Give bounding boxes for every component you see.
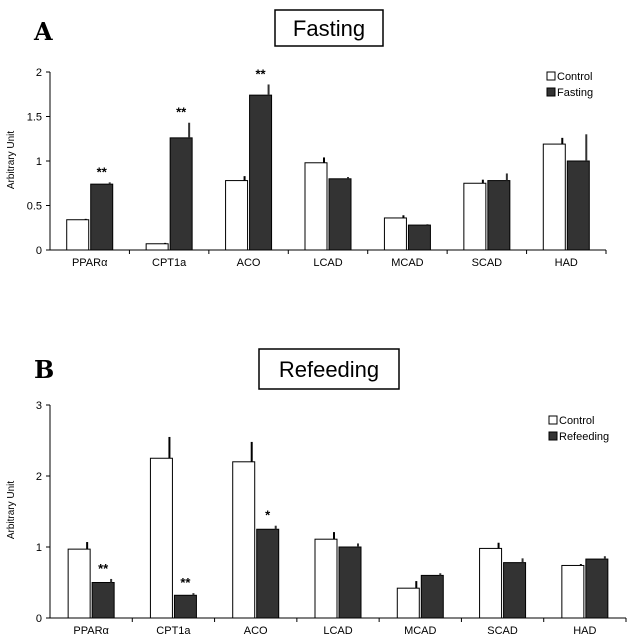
panel-b-bar-refeeding bbox=[420, 574, 444, 619]
panel-a-y-tick-label: 1 bbox=[36, 156, 42, 168]
panel-b-bar-control bbox=[479, 547, 503, 619]
panel-a-legend-swatch bbox=[546, 71, 556, 81]
panel-a-bar-fasting bbox=[328, 178, 352, 251]
panel-b-legend-swatch bbox=[548, 415, 558, 425]
panel-b-title-box bbox=[258, 348, 400, 390]
panel-b-bar-refeeding bbox=[256, 528, 280, 619]
panel-a-significance-mark: ** bbox=[97, 164, 108, 179]
panel-a-y-tick-label: 0.5 bbox=[27, 201, 42, 213]
panel-b-legend-swatch bbox=[548, 431, 558, 441]
panel-a-bar-control bbox=[542, 143, 566, 251]
panel-a-bar-control bbox=[463, 182, 487, 251]
panel-b-bar-control bbox=[561, 564, 585, 619]
panel-b-significance-mark: * bbox=[265, 508, 271, 523]
panel-a-bar-control bbox=[145, 243, 169, 251]
panel-b-letter: B bbox=[34, 355, 54, 384]
panel-b-title: Refeeding bbox=[279, 357, 379, 382]
panel-b-legend-label: Control bbox=[559, 415, 594, 427]
panel-b: B Refeeding Arbitrary Unit 0 1 2 3 PPARα ** CP… bbox=[6, 348, 627, 637]
panel-b-y-tick-label: 3 bbox=[36, 400, 42, 412]
panel-a-bar-fasting bbox=[407, 224, 431, 251]
panel-a-bar-fasting bbox=[487, 180, 511, 251]
panel-b-category-label: LCAD bbox=[323, 625, 352, 637]
panel-a-category-label: CPT1a bbox=[152, 257, 187, 269]
panel-a-y-tick-label: 2 bbox=[36, 67, 42, 79]
panel-b-category-label: PPARα bbox=[73, 625, 109, 637]
panel-b-significance-mark: ** bbox=[98, 561, 109, 576]
panel-a-bar-control bbox=[304, 162, 328, 251]
panel-a-y-axis-label: Arbitrary Unit bbox=[6, 131, 17, 190]
panel-a-significance-mark: ** bbox=[256, 66, 267, 81]
panel-b-bar-control bbox=[314, 538, 338, 619]
panel-b-bar-control bbox=[149, 457, 173, 619]
panel-a-legend-label: Fasting bbox=[557, 87, 593, 99]
panel-a-y-tick-label: 0 bbox=[36, 245, 42, 257]
panel-b-bar-refeeding bbox=[503, 562, 527, 619]
panel-b-significance-mark: ** bbox=[180, 575, 191, 590]
panel-a-category-label: PPARα bbox=[72, 257, 108, 269]
panel-a-bar-fasting bbox=[90, 183, 114, 251]
panel-b-category-label: CPT1a bbox=[156, 625, 191, 637]
panel-a-title: Fasting bbox=[293, 16, 365, 41]
panel-a-category-label: ACO bbox=[237, 257, 261, 269]
panel-b-bar-control bbox=[396, 587, 420, 619]
panel-b-bar-refeeding bbox=[338, 546, 362, 619]
panel-b-category-label: ACO bbox=[244, 625, 268, 637]
panel-b-category-label: HAD bbox=[573, 625, 596, 637]
panel-a-bar-control bbox=[383, 217, 407, 251]
panel-b-bar-refeeding bbox=[91, 582, 115, 619]
panel-b-category-label: SCAD bbox=[487, 625, 518, 637]
panel-b-category-label: MCAD bbox=[404, 625, 436, 637]
panel-b-bar-control bbox=[232, 461, 256, 619]
panel-b-legend-label: Refeeding bbox=[559, 431, 609, 443]
panel-a-category-label: MCAD bbox=[391, 257, 423, 269]
panel-b-bar-refeeding bbox=[585, 558, 609, 619]
panel-a-category-label: SCAD bbox=[472, 257, 503, 269]
panel-a-title-box bbox=[274, 9, 384, 47]
panel-a-bar-fasting bbox=[249, 94, 273, 251]
panel-a-plot: 0 0.5 1 1.5 2 PPARα ** CPT1a ** ACO ** LCAD MCAD SCAD… bbox=[27, 66, 607, 269]
panel-a-legend-label: Control bbox=[557, 71, 592, 83]
panel-b-y-tick-label: 0 bbox=[36, 613, 42, 625]
panel-a: A Fasting Arbitrary Unit 0 0.5 1 1.5 2 PPARα *… bbox=[6, 9, 607, 269]
panel-b-y-tick-label: 1 bbox=[36, 542, 42, 554]
panel-b-bar-refeeding bbox=[173, 594, 197, 619]
panel-b-plot: 0 1 2 3 PPARα ** CPT1a ** ACO * LCAD MCAD SCAD HAD Con… bbox=[36, 400, 627, 637]
panel-a-legend-swatch bbox=[546, 87, 556, 97]
panel-a-bar-control bbox=[66, 219, 90, 251]
panel-a-y-tick-label: 1.5 bbox=[27, 112, 42, 124]
panel-a-bar-fasting bbox=[169, 137, 193, 251]
panel-a-category-label: LCAD bbox=[313, 257, 342, 269]
panel-a-bar-control bbox=[225, 180, 249, 251]
panel-b-bar-control bbox=[67, 548, 91, 619]
panel-a-letter: A bbox=[33, 17, 53, 46]
panel-b-y-tick-label: 2 bbox=[36, 471, 42, 483]
panel-a-category-label: HAD bbox=[555, 257, 578, 269]
panel-a-bar-fasting bbox=[566, 160, 590, 251]
panel-b-y-axis-label: Arbitrary Unit bbox=[6, 481, 17, 540]
panel-a-significance-mark: ** bbox=[176, 105, 187, 120]
